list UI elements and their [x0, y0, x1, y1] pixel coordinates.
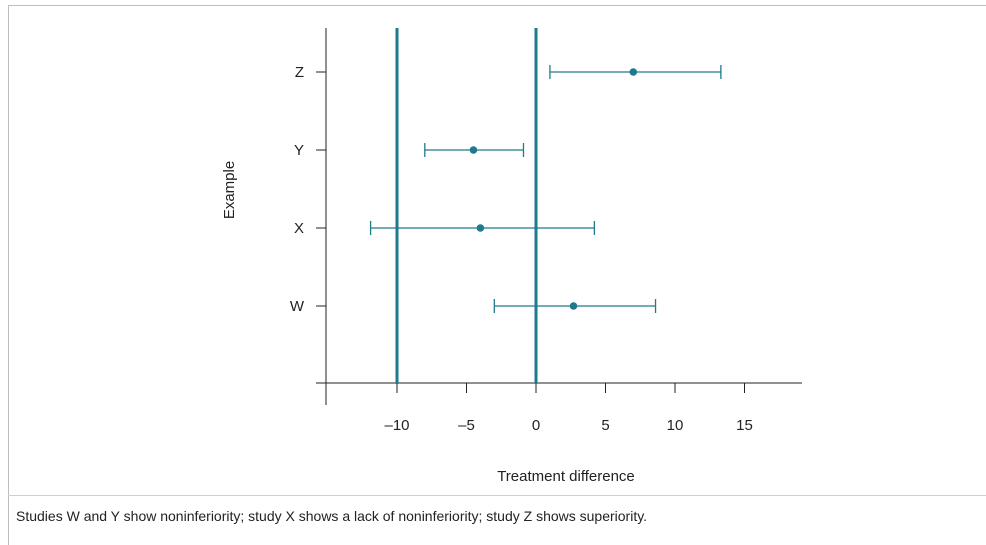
point-estimate	[629, 68, 638, 76]
y-tick-label: X	[294, 220, 304, 237]
x-tick-label: 0	[532, 417, 540, 434]
axes: –10 –5 0 5 10 15 W X Y Z	[290, 28, 802, 434]
x-tick-label: 5	[601, 417, 609, 434]
study-w	[493, 299, 657, 313]
forest-plot: –10 –5 0 5 10 15 W X Y Z Treatment difference Exa…	[221, 28, 802, 485]
x-tick-label: –5	[458, 417, 475, 434]
reference-lines	[395, 28, 538, 383]
x-axis-label: Treatment difference	[497, 468, 635, 485]
y-axis-label: Example	[221, 161, 238, 219]
study-x	[369, 221, 596, 235]
y-tick-label: Y	[294, 142, 304, 159]
study-z	[549, 65, 722, 79]
x-tick-label: –10	[384, 417, 409, 434]
x-tick-label: 15	[736, 417, 753, 434]
study-y	[424, 143, 525, 157]
x-tick-label: 10	[667, 417, 684, 434]
point-estimate	[569, 302, 578, 310]
figure-caption: Studies W and Y show noninferiority; stu…	[16, 508, 648, 524]
y-tick-label: Z	[295, 64, 304, 81]
data-marks	[369, 65, 722, 313]
point-estimate	[476, 224, 485, 232]
y-tick-label: W	[290, 298, 305, 315]
point-estimate	[469, 146, 478, 154]
figure-frame	[8, 5, 986, 545]
caption-divider	[8, 495, 986, 496]
